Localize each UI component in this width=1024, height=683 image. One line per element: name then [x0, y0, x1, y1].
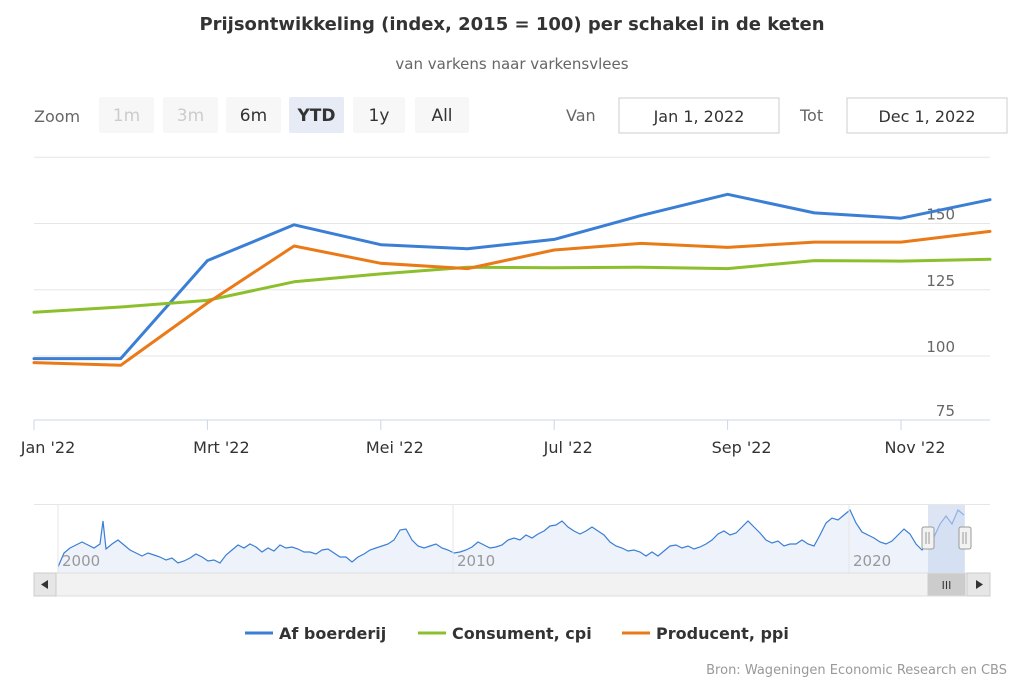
from-label: Van	[566, 106, 596, 125]
zoom-button-label: 6m	[240, 106, 267, 126]
arrow-right-icon	[976, 580, 983, 589]
zoom-label: Zoom	[34, 107, 80, 126]
legend: Af boerderij Consument, cpi Producent, ppi	[245, 624, 789, 643]
zoom-buttons: 1m 3m 6m YTD 1y All	[99, 97, 469, 133]
x-tick-label: Sep '22	[712, 438, 772, 457]
chart-title: Prijsontwikkeling (index, 2015 = 100) pe…	[199, 14, 824, 35]
x-tick-label: Mrt '22	[193, 438, 250, 457]
to-date-input[interactable]: Dec 1, 2022	[846, 97, 1008, 134]
scrollbar[interactable]: III	[33, 572, 991, 597]
zoom-button-label: YTD	[296, 106, 335, 126]
legend-item-af-boerderij[interactable]: Af boerderij	[245, 624, 386, 643]
zoom-button-3m[interactable]: 3m	[163, 97, 218, 133]
x-tick-label: Mei '22	[366, 438, 424, 457]
legend-label: Af boerderij	[279, 624, 386, 643]
zoom-button-1y[interactable]: 1y	[353, 97, 405, 133]
zoom-button-6m[interactable]: 6m	[226, 97, 281, 133]
scroll-right-button[interactable]	[966, 572, 991, 597]
from-date-input[interactable]: Jan 1, 2022	[618, 97, 780, 134]
zoom-button-all[interactable]: All	[415, 97, 469, 133]
navigator[interactable]: 2000 2010 2020	[34, 504, 990, 573]
legend-item-producent-ppi[interactable]: Producent, ppi	[622, 624, 789, 643]
source-credit[interactable]: Bron: Wageningen Economic Research en CB…	[706, 663, 1007, 678]
y-tick-label: 125	[926, 272, 955, 290]
series-line-af-boerderij[interactable]	[32, 192, 992, 361]
zoom-button-1m[interactable]: 1m	[99, 97, 154, 133]
to-date-value: Dec 1, 2022	[878, 107, 975, 126]
zoom-button-label: 1y	[369, 106, 390, 126]
series-group	[32, 192, 992, 367]
legend-item-consument-cpi[interactable]: Consument, cpi	[418, 624, 592, 643]
zoom-button-label: All	[431, 106, 452, 126]
navigator-year-2010: 2010	[457, 552, 495, 570]
navigator-year-2000: 2000	[62, 552, 100, 570]
navigator-right-handle[interactable]	[958, 526, 972, 550]
to-label: Tot	[799, 106, 823, 125]
scroll-left-button[interactable]	[33, 572, 57, 597]
grid-lines	[34, 156, 990, 421]
x-axis: Jan '22 Mrt '22 Mei '22 Jul '22 Sep '22 Nov '…	[20, 419, 990, 457]
zoom-button-ytd[interactable]: YTD	[289, 97, 344, 133]
scrollbar-thumb[interactable]: III	[927, 573, 966, 596]
y-tick-label: 100	[926, 338, 955, 356]
x-tick-label: Jul '22	[543, 438, 593, 457]
navigator-left-handle[interactable]	[921, 526, 935, 550]
series-line-consument-cpi[interactable]	[32, 257, 992, 314]
from-date-value: Jan 1, 2022	[653, 107, 745, 126]
zoom-button-label: 1m	[113, 106, 140, 126]
x-tick-label: Nov '22	[884, 438, 945, 457]
navigator-line	[57, 509, 965, 568]
arrow-left-icon	[41, 580, 48, 589]
chart-subtitle: van varkens naar varkensvlees	[395, 55, 628, 73]
navigator-series	[58, 510, 964, 573]
legend-label: Consument, cpi	[452, 624, 592, 643]
scrollbar-track[interactable]	[33, 572, 991, 597]
y-tick-label: 75	[936, 402, 955, 420]
series-line-producent-ppi[interactable]	[32, 229, 992, 367]
scrollbar-grip: III	[942, 579, 952, 592]
x-tick-label: Jan '22	[20, 438, 76, 457]
navigator-year-2020: 2020	[853, 552, 891, 570]
legend-label: Producent, ppi	[656, 624, 789, 643]
zoom-button-label: 3m	[177, 106, 204, 126]
